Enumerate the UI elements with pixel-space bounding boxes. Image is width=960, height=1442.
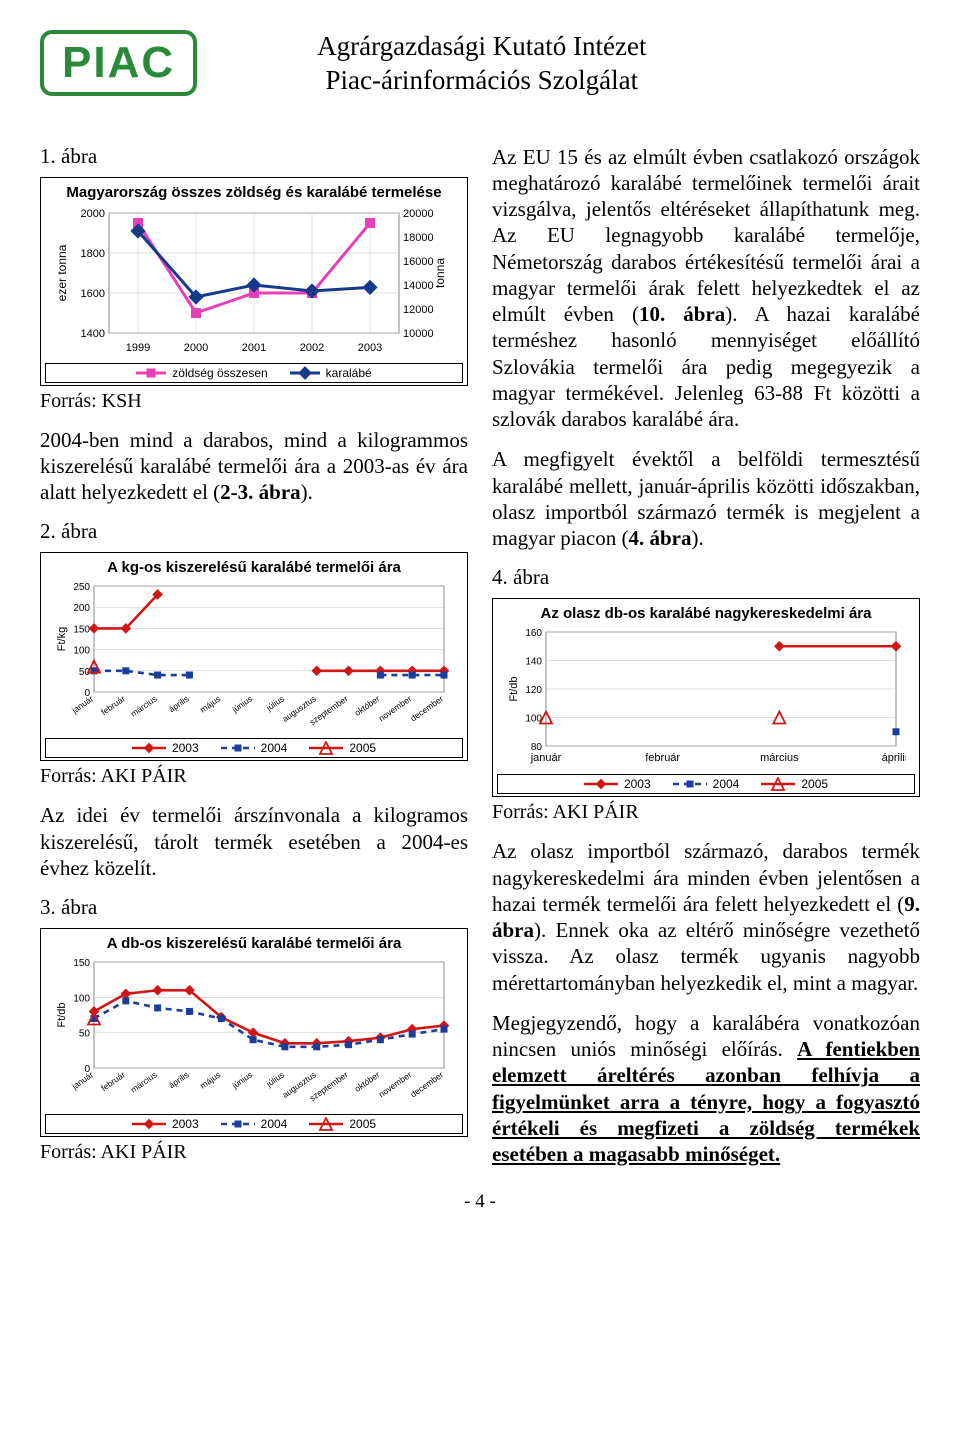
chart2-box-legend: 200320042005 (45, 738, 463, 758)
chart3-box-legend: 200320042005 (45, 1114, 463, 1134)
svg-text:2002: 2002 (300, 342, 324, 354)
svg-text:150: 150 (73, 958, 90, 969)
svg-text:április: április (882, 752, 906, 764)
text: ). (301, 480, 313, 504)
svg-text:100: 100 (73, 646, 90, 657)
header-titles: Agrárgazdasági Kutató Intézet Piac-árinf… (317, 30, 646, 98)
svg-text:július: július (264, 694, 286, 714)
svg-text:január: január (69, 1069, 95, 1091)
svg-text:január: január (69, 694, 95, 716)
svg-text:november: november (377, 1069, 414, 1099)
svg-text:Ft/db: Ft/db (508, 677, 520, 702)
svg-text:február: február (645, 752, 680, 764)
fig3-caption: 3. ábra (40, 895, 468, 920)
chart4-box-legend: 200320042005 (497, 774, 915, 794)
fig2-source: Forrás: AKI PÁIR (40, 765, 468, 788)
chart3-box-title: A db-os kiszerelésű karalábé termelői ár… (45, 935, 463, 952)
two-column-layout: 1. ábra Magyarország összes zöldség és k… (40, 138, 920, 1182)
svg-text:február: február (99, 1069, 127, 1093)
svg-text:november: november (377, 694, 414, 724)
right-para-1: Az EU 15 és az elmúlt évben csatlakozó o… (492, 144, 920, 433)
right-para-3: Az olasz importból származó, darabos ter… (492, 838, 920, 996)
svg-text:1600: 1600 (81, 288, 105, 300)
svg-text:18000: 18000 (403, 232, 434, 244)
svg-text:1999: 1999 (126, 342, 150, 354)
svg-text:április: április (167, 694, 191, 715)
header-line-1: Agrárgazdasági Kutató Intézet (317, 30, 646, 64)
chart2-box-title: A kg-os kiszerelésű karalábé termelői ár… (45, 559, 463, 576)
text: ). (691, 526, 703, 550)
svg-text:tonna: tonna (433, 257, 447, 287)
bold-ref: 2-3. ábra (220, 480, 301, 504)
left-para-1: 2004-ben mind a darabos, mind a kilogram… (40, 427, 468, 506)
svg-text:150: 150 (73, 625, 90, 636)
svg-text:május: május (198, 694, 222, 715)
logo-badge: PIAC (40, 30, 197, 96)
right-para-2: A megfigyelt évektől a belföldi termeszt… (492, 446, 920, 551)
text: Az olasz importból származó, darabos ter… (492, 839, 920, 916)
svg-text:1800: 1800 (81, 248, 105, 260)
chart-1-title: Magyarország összes zöldség és karalábé … (45, 184, 463, 201)
svg-text:16000: 16000 (403, 256, 434, 268)
svg-text:200: 200 (73, 603, 90, 614)
svg-text:2000: 2000 (184, 342, 208, 354)
svg-text:június: június (229, 1069, 254, 1091)
fig1-caption: 1. ábra (40, 144, 468, 169)
svg-text:március: március (129, 694, 159, 719)
svg-text:2000: 2000 (81, 208, 105, 220)
svg-text:június: június (229, 694, 254, 716)
svg-text:160: 160 (525, 628, 542, 639)
right-column: Az EU 15 és az elmúlt évben csatlakozó o… (492, 138, 920, 1182)
svg-text:120: 120 (525, 685, 542, 696)
svg-text:március: március (760, 752, 799, 764)
svg-text:100: 100 (73, 993, 90, 1004)
fig4-source: Forrás: AKI PÁIR (492, 801, 920, 824)
chart4-box-title: Az olasz db-os karalábé nagykereskedelmi… (497, 605, 915, 622)
svg-text:február: február (99, 694, 127, 718)
chart-1-legend: zöldség összesenkaralábé (45, 363, 463, 383)
svg-text:május: május (198, 1069, 222, 1090)
svg-text:január: január (530, 752, 562, 764)
svg-text:10000: 10000 (403, 328, 434, 340)
svg-text:április: április (167, 1069, 191, 1090)
fig1-source: Forrás: KSH (40, 390, 468, 413)
page-number: - 4 - (40, 1191, 920, 1213)
page: PIAC Agrárgazdasági Kutató Intézet Piac-… (0, 0, 960, 1233)
page-header: PIAC Agrárgazdasági Kutató Intézet Piac-… (40, 30, 920, 98)
fig2-caption: 2. ábra (40, 519, 468, 544)
svg-text:14000: 14000 (403, 280, 434, 292)
svg-text:1400: 1400 (81, 328, 105, 340)
svg-text:Ft/db: Ft/db (56, 1002, 68, 1027)
bold-ref: 4. ábra (628, 526, 691, 550)
svg-text:2003: 2003 (358, 342, 382, 354)
text: A megfigyelt évektől a belföldi termeszt… (492, 447, 920, 550)
svg-text:december: december (408, 694, 445, 724)
chart-4: Az olasz db-os karalábé nagykereskedelmi… (492, 598, 920, 797)
chart-3: A db-os kiszerelésű karalábé termelői ár… (40, 928, 468, 1137)
svg-text:március: március (129, 1069, 159, 1094)
left-para-2: Az idei év termelői árszínvonala a kilog… (40, 802, 468, 881)
svg-text:2001: 2001 (242, 342, 266, 354)
svg-text:12000: 12000 (403, 304, 434, 316)
chart-1: Magyarország összes zöldség és karalábé … (40, 177, 468, 386)
chart-2: A kg-os kiszerelésű karalábé termelői ár… (40, 552, 468, 761)
svg-text:Ft/kg: Ft/kg (56, 627, 68, 651)
fig3-source: Forrás: AKI PÁIR (40, 1141, 468, 1164)
svg-text:december: december (408, 1069, 445, 1099)
text: Az EU 15 és az elmúlt évben csatlakozó o… (492, 145, 920, 327)
svg-text:250: 250 (73, 582, 90, 593)
bold-ref: 10. ábra (639, 302, 725, 326)
svg-text:50: 50 (79, 1029, 91, 1040)
left-column: 1. ábra Magyarország összes zöldség és k… (40, 138, 468, 1182)
svg-text:20000: 20000 (403, 208, 434, 220)
fig4-caption: 4. ábra (492, 565, 920, 590)
svg-text:ezer tonna: ezer tonna (55, 244, 69, 301)
svg-text:július: július (264, 1069, 286, 1089)
right-para-4: Megjegyzendő, hogy a karalábéra vonatkoz… (492, 1010, 920, 1168)
svg-text:140: 140 (525, 657, 542, 668)
header-line-2: Piac-árinformációs Szolgálat (317, 64, 646, 98)
text: ). Ennek oka az eltérő minőségre vezethe… (492, 918, 920, 995)
